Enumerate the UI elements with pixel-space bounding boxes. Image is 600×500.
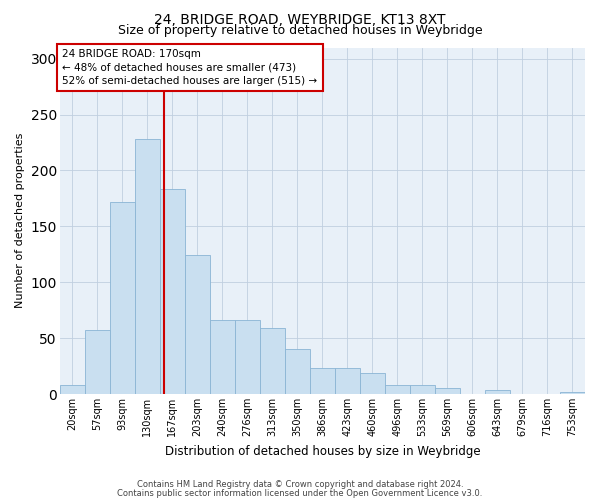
Bar bbox=[135, 139, 160, 394]
Bar bbox=[210, 320, 235, 394]
Text: Contains HM Land Registry data © Crown copyright and database right 2024.: Contains HM Land Registry data © Crown c… bbox=[137, 480, 463, 489]
Bar bbox=[185, 256, 210, 394]
Bar bbox=[360, 373, 385, 394]
Bar bbox=[60, 385, 85, 394]
Bar bbox=[485, 390, 510, 394]
Bar bbox=[160, 190, 185, 394]
Text: Size of property relative to detached houses in Weybridge: Size of property relative to detached ho… bbox=[118, 24, 482, 37]
Bar bbox=[260, 328, 285, 394]
Y-axis label: Number of detached properties: Number of detached properties bbox=[15, 133, 25, 308]
Bar bbox=[335, 368, 360, 394]
Bar bbox=[110, 202, 135, 394]
Text: Contains public sector information licensed under the Open Government Licence v3: Contains public sector information licen… bbox=[118, 488, 482, 498]
Bar bbox=[435, 388, 460, 394]
Bar bbox=[385, 385, 410, 394]
X-axis label: Distribution of detached houses by size in Weybridge: Distribution of detached houses by size … bbox=[164, 444, 480, 458]
Bar bbox=[85, 330, 110, 394]
Bar bbox=[285, 350, 310, 394]
Bar bbox=[310, 368, 335, 394]
Bar bbox=[410, 385, 435, 394]
Text: 24, BRIDGE ROAD, WEYBRIDGE, KT13 8XT: 24, BRIDGE ROAD, WEYBRIDGE, KT13 8XT bbox=[154, 12, 446, 26]
Bar bbox=[235, 320, 260, 394]
Bar bbox=[560, 392, 585, 394]
Text: 24 BRIDGE ROAD: 170sqm
← 48% of detached houses are smaller (473)
52% of semi-de: 24 BRIDGE ROAD: 170sqm ← 48% of detached… bbox=[62, 49, 317, 86]
